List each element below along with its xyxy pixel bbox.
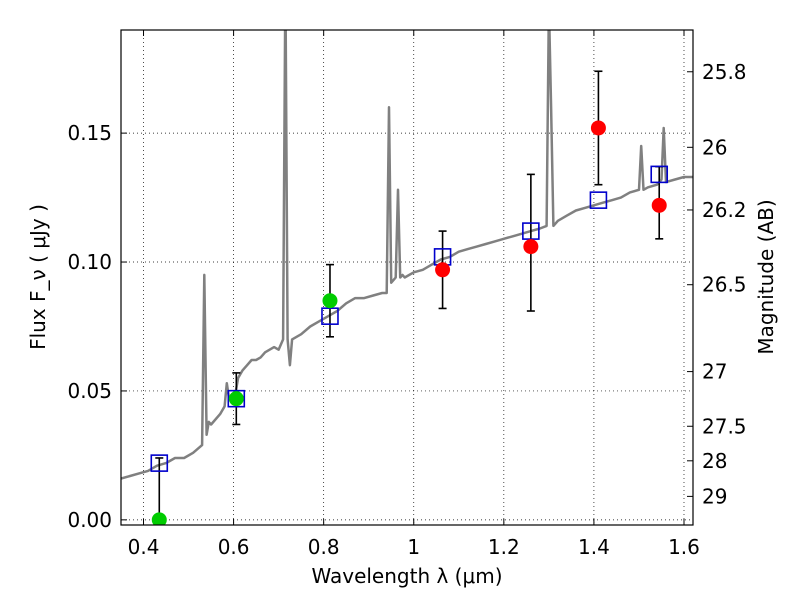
y-tick-label: 0.00 [67, 508, 112, 532]
model-point [589, 191, 608, 209]
y2-tick-label: 29 [702, 484, 727, 508]
x-tick-label: 1 [407, 535, 420, 559]
observed-point [322, 293, 338, 309]
axis-ticks: 0.4 0.6 0.8 1 1.2 1.4 1.6 0.00 0.05 0.10 0.15 25.8 2… [67, 30, 747, 559]
observed-point [523, 239, 539, 255]
plot-area [121, 30, 693, 525]
y2-tick-label: 25.8 [702, 60, 747, 84]
x-tick-label: 1.4 [578, 535, 610, 559]
y-tick-label: 0.15 [67, 121, 112, 145]
plot-frame [120, 29, 694, 526]
x-tick-label: 1.2 [488, 535, 520, 559]
observed-point [435, 262, 451, 278]
observed-point [151, 512, 167, 525]
model-point [150, 454, 169, 472]
y-tick-label: 0.05 [67, 379, 112, 403]
y2-tick-label: 27 [702, 360, 727, 384]
y2-tick-label: 28 [702, 449, 727, 473]
x-tick-label: 1.6 [668, 535, 700, 559]
x-tick-label: 0.8 [308, 535, 340, 559]
x-tick-label: 0.4 [128, 535, 160, 559]
y-tick-label: 0.10 [67, 250, 112, 274]
model-point [650, 165, 669, 184]
y2-tick-label: 26.5 [702, 273, 747, 297]
y2-tick-label: 26 [702, 135, 727, 159]
x-tick-label: 0.6 [218, 535, 250, 559]
y-axis-label: Flux F_ν ( μJy ) [26, 204, 50, 350]
y2-axis-label: Magnitude (AB) [754, 199, 778, 354]
model-point [227, 389, 246, 408]
observed-point [590, 120, 606, 136]
x-axis-label: Wavelength λ (μm) [311, 564, 502, 588]
observed-point [228, 391, 244, 407]
y2-tick-label: 27.5 [702, 414, 747, 438]
y2-tick-label: 26.2 [702, 198, 747, 222]
observed-point [651, 197, 667, 213]
